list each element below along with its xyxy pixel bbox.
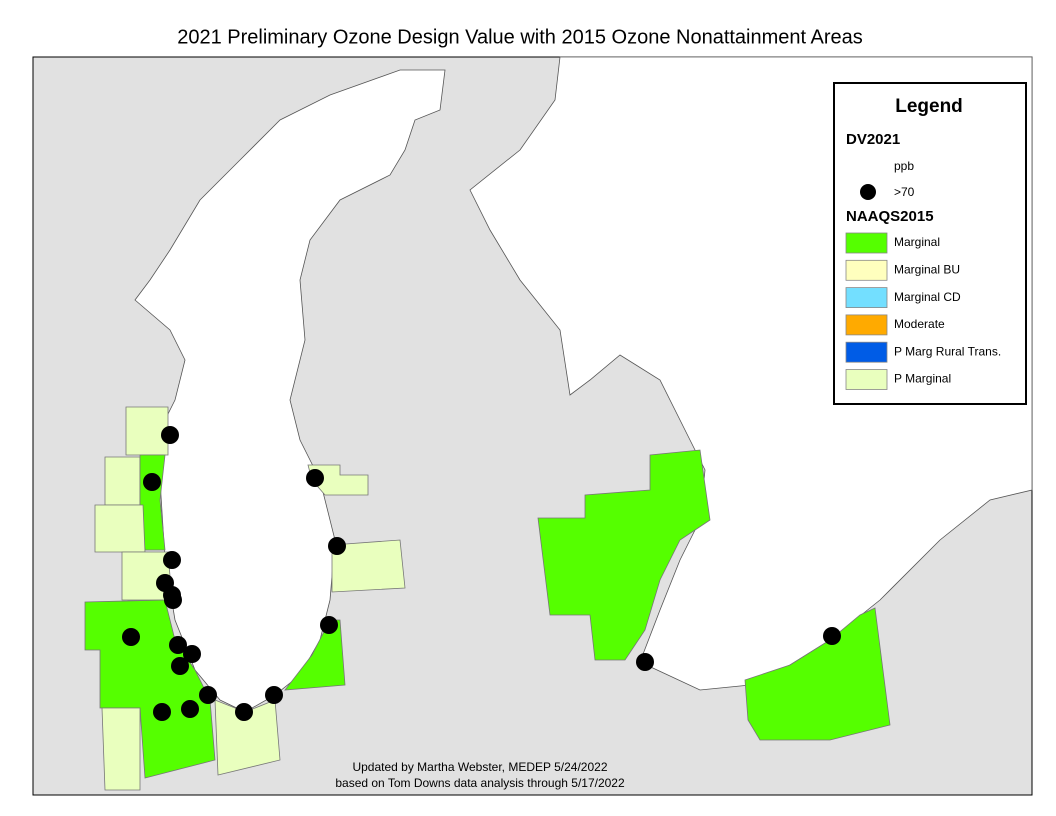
- legend: Legend DV2021 ppb >70 NAAQS2015 Marginal…: [833, 82, 1027, 405]
- monitor: [823, 627, 841, 645]
- area: [104, 456, 141, 506]
- monitor: [235, 703, 253, 721]
- monitor: [164, 591, 182, 609]
- monitor: [153, 703, 171, 721]
- legend-label: >70: [894, 185, 915, 199]
- monitor: [161, 426, 179, 444]
- area: [125, 406, 169, 456]
- area: [331, 539, 406, 593]
- legend-label: Marginal CD: [894, 290, 961, 304]
- legend-title: Legend: [895, 96, 963, 117]
- legend-swatch: [845, 314, 888, 336]
- monitor: [143, 473, 161, 491]
- monitor: [328, 537, 346, 555]
- legend-swatch: [845, 341, 888, 363]
- legend-label: Moderate: [894, 317, 945, 331]
- monitor: [183, 645, 201, 663]
- map-title: 2021 Preliminary Ozone Design Value with…: [177, 26, 863, 48]
- monitor: [163, 551, 181, 569]
- monitor: [320, 616, 338, 634]
- legend-swatch: [845, 259, 888, 281]
- monitor: [169, 636, 187, 654]
- area: [94, 504, 146, 553]
- legend-label: P Marginal: [894, 372, 951, 386]
- legend-label: Marginal: [894, 235, 940, 249]
- legend-swatch: [845, 369, 888, 390]
- legend-label: Marginal BU: [894, 262, 960, 276]
- legend-heading: DV2021: [846, 131, 900, 148]
- legend-label: P Marg Rural Trans.: [894, 344, 1001, 358]
- monitor: [122, 628, 140, 646]
- credit-line: based on Tom Downs data analysis through…: [335, 776, 625, 790]
- legend-swatch: [845, 232, 888, 254]
- monitor-sites: [122, 426, 841, 721]
- monitor: [636, 653, 654, 671]
- monitor: [306, 469, 324, 487]
- credit-line: Updated by Martha Webster, MEDEP 5/24/20…: [352, 760, 607, 774]
- area: [744, 607, 891, 741]
- monitor: [265, 686, 283, 704]
- legend-symbol: [860, 184, 876, 200]
- area: [101, 707, 141, 791]
- legend-unit: ppb: [894, 159, 914, 173]
- area: [284, 619, 346, 691]
- area: [537, 449, 711, 661]
- legend-heading: NAAQS2015: [846, 208, 934, 225]
- monitor: [181, 700, 199, 718]
- area: [84, 599, 216, 779]
- legend-swatch: [845, 287, 888, 309]
- monitor: [199, 686, 217, 704]
- monitor: [171, 657, 189, 675]
- nonattainment-areas: [84, 406, 891, 791]
